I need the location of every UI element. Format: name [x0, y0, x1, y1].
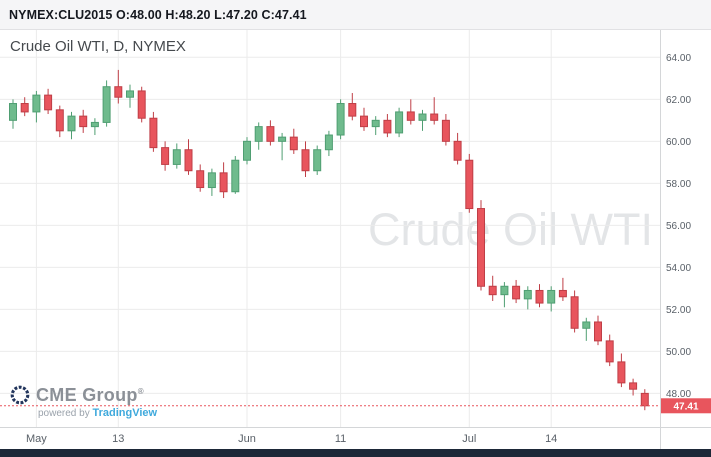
svg-text:11: 11: [335, 433, 346, 445]
svg-text:48.00: 48.00: [666, 389, 691, 400]
cme-logo-block[interactable]: CME Group® powered by TradingView: [9, 384, 157, 419]
time-axis[interactable]: May 13 Jun 11 Jul 14: [26, 433, 557, 445]
svg-text:May: May: [26, 433, 47, 445]
symbol-ohlc-bar: NYMEX:CLU2015 O:48.00 H:48.20 L:47.20 C:…: [0, 0, 711, 30]
svg-text:Jun: Jun: [238, 433, 256, 445]
svg-text:54.00: 54.00: [666, 263, 691, 274]
price-axis[interactable]: 64.00 62.00 60.00 58.00 56.00 54.00 52.00 50.00…: [666, 53, 691, 400]
chart-watermark: Crude Oil WTI: [367, 204, 653, 255]
svg-text:13: 13: [112, 433, 124, 445]
svg-text:62.00: 62.00: [666, 95, 691, 106]
candlestick-chart[interactable]: 47.41 64.00 62.00 60.00 58.00 56.00 54.00 52.0…: [0, 30, 711, 449]
widget-bottom-bar: [0, 449, 711, 457]
tradingview-link[interactable]: TradingView: [92, 407, 158, 419]
cme-logo-text: CME Group®: [36, 384, 144, 405]
svg-text:14: 14: [545, 433, 557, 445]
svg-text:58.00: 58.00: [666, 179, 691, 190]
powered-by-text: powered by: [38, 408, 90, 419]
svg-text:47.41: 47.41: [673, 401, 698, 412]
cme-group-logo-icon: [9, 384, 31, 406]
chart-title: Crude Oil WTI, D, NYMEX: [10, 38, 186, 55]
symbol-ohlc-text: NYMEX:CLU2015 O:48.00 H:48.20 L:47.20 C:…: [9, 7, 307, 22]
svg-text:64.00: 64.00: [666, 53, 691, 64]
axis-borders: [0, 30, 711, 449]
registered-mark: ®: [137, 386, 144, 396]
candles: [9, 69, 649, 411]
last-price-line: 47.41: [0, 398, 711, 414]
grid-lines: [0, 30, 660, 427]
svg-text:60.00: 60.00: [666, 137, 691, 148]
svg-text:52.00: 52.00: [666, 305, 691, 316]
powered-by-line: powered by TradingView: [38, 407, 157, 419]
svg-text:Jul: Jul: [462, 433, 476, 445]
svg-text:50.00: 50.00: [666, 347, 691, 358]
svg-text:56.00: 56.00: [666, 221, 691, 232]
